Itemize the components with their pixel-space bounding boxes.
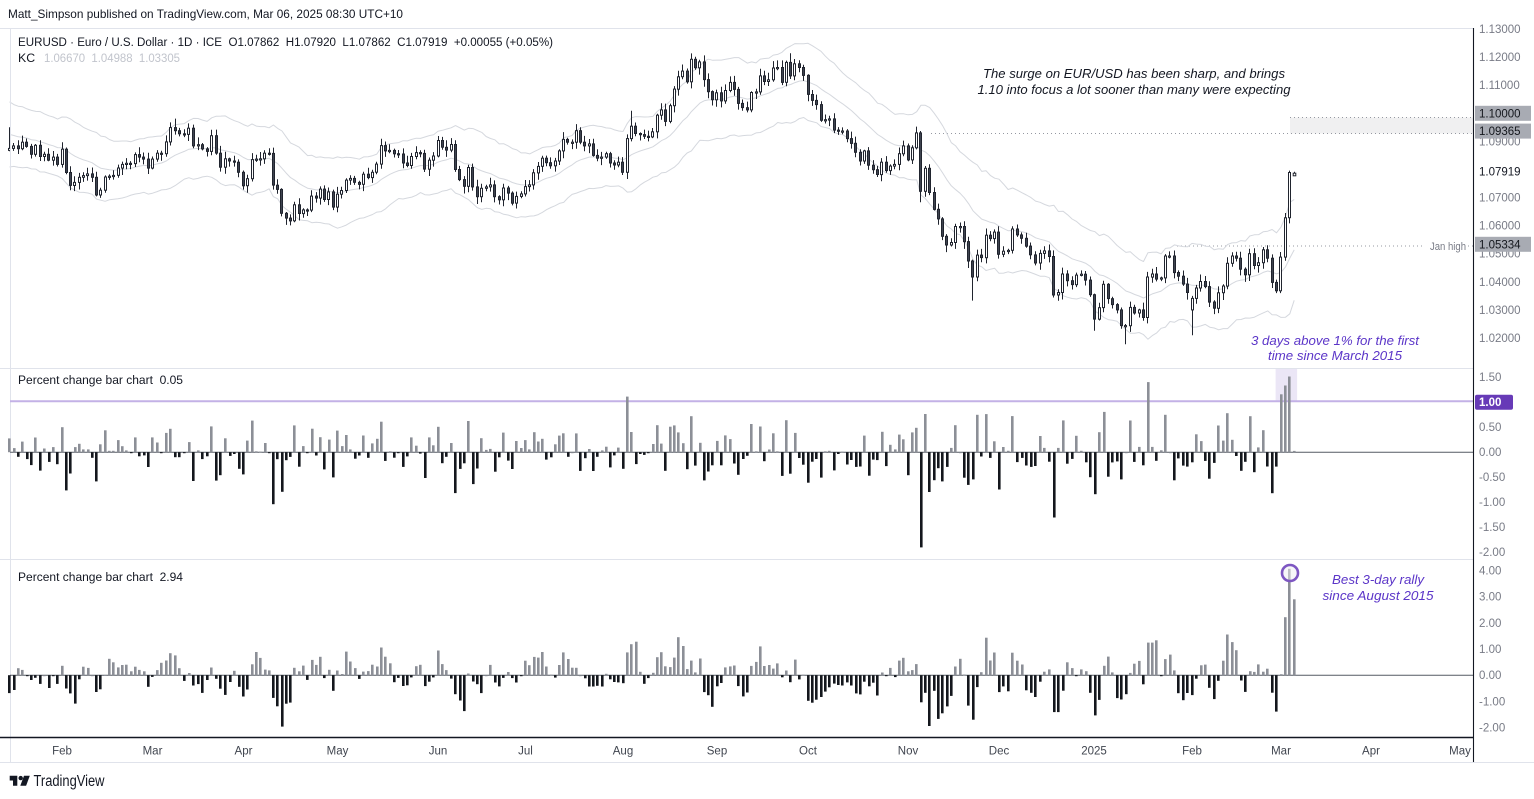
svg-text:Oct: Oct <box>799 746 818 758</box>
svg-text:1.04000: 1.04000 <box>1479 277 1521 289</box>
svg-text:The surge on EUR/USD has been: The surge on EUR/USD has been sharp, and… <box>983 66 1285 81</box>
svg-text:1.10 into focus a lot sooner t: 1.10 into focus a lot sooner than many w… <box>978 82 1292 97</box>
svg-text:-0.50: -0.50 <box>1479 472 1505 484</box>
svg-text:Percent change bar chart 0.05: Percent change bar chart 0.05 <box>18 373 183 387</box>
svg-text:-2.00: -2.00 <box>1479 547 1505 559</box>
svg-text:1.13000: 1.13000 <box>1479 24 1521 36</box>
svg-text:TradingView: TradingView <box>34 773 106 790</box>
svg-text:EURUSD · Euro / U.S. Dollar ·: EURUSD · Euro / U.S. Dollar · 1D · ICE O… <box>18 35 553 49</box>
svg-text:Jan high: Jan high <box>1430 241 1466 253</box>
svg-text:Apr: Apr <box>1362 746 1380 758</box>
svg-text:0.00: 0.00 <box>1479 447 1501 459</box>
svg-text:Jul: Jul <box>518 746 533 758</box>
svg-text:Percent change bar chart 2.94: Percent change bar chart 2.94 <box>18 570 183 584</box>
svg-text:2025: 2025 <box>1081 746 1107 758</box>
svg-text:0.00: 0.00 <box>1479 670 1501 682</box>
svg-text:1.09000: 1.09000 <box>1479 136 1521 148</box>
svg-text:Mar: Mar <box>1271 746 1291 758</box>
svg-text:Apr: Apr <box>235 746 253 758</box>
svg-text:1.02000: 1.02000 <box>1479 333 1521 345</box>
svg-text:Mar: Mar <box>143 746 163 758</box>
svg-text:2.00: 2.00 <box>1479 618 1501 630</box>
svg-text:1.00: 1.00 <box>1479 397 1501 409</box>
svg-text:May: May <box>1449 746 1471 758</box>
svg-text:1.10000: 1.10000 <box>1479 108 1521 120</box>
svg-text:1.09365: 1.09365 <box>1479 126 1521 138</box>
svg-text:1.06000: 1.06000 <box>1479 221 1521 233</box>
svg-text:1.05334: 1.05334 <box>1479 239 1521 251</box>
svg-text:1.00: 1.00 <box>1479 644 1501 656</box>
svg-text:Best 3-day rally: Best 3-day rally <box>1332 572 1425 587</box>
svg-text:-1.50: -1.50 <box>1479 522 1505 534</box>
svg-text:3 days above 1% for the first: 3 days above 1% for the first <box>1251 333 1420 348</box>
svg-text:3.00: 3.00 <box>1479 592 1501 604</box>
svg-text:1.07000: 1.07000 <box>1479 193 1521 205</box>
svg-text:Dec: Dec <box>989 746 1010 758</box>
svg-text:Sep: Sep <box>707 746 727 758</box>
svg-text:Feb: Feb <box>1182 746 1202 758</box>
svg-text:1.06670 1.04988 1.03305: 1.06670 1.04988 1.03305 <box>44 51 180 65</box>
svg-text:KC: KC <box>18 51 35 65</box>
svg-text:4.00: 4.00 <box>1479 565 1501 577</box>
svg-text:0.50: 0.50 <box>1479 422 1501 434</box>
svg-text:May: May <box>327 746 349 758</box>
svg-text:1.07919: 1.07919 <box>1479 167 1521 179</box>
svg-text:-2.00: -2.00 <box>1479 723 1505 735</box>
svg-text:1.11000: 1.11000 <box>1479 80 1520 92</box>
svg-text:Nov: Nov <box>898 746 919 758</box>
svg-text:since August 2015: since August 2015 <box>1323 588 1435 603</box>
svg-text:Feb: Feb <box>52 746 72 758</box>
svg-text:1.12000: 1.12000 <box>1479 52 1521 64</box>
svg-text:time since March 2015: time since March 2015 <box>1268 348 1403 363</box>
svg-text:-1.00: -1.00 <box>1479 497 1505 509</box>
svg-text:-1.00: -1.00 <box>1479 696 1505 708</box>
svg-text:Jun: Jun <box>429 746 448 758</box>
svg-text:Matt_Simpson published on Trad: Matt_Simpson published on TradingView.co… <box>8 7 403 21</box>
svg-text:Aug: Aug <box>613 746 633 758</box>
svg-text:1.50: 1.50 <box>1479 372 1501 384</box>
svg-text:1.03000: 1.03000 <box>1479 305 1521 317</box>
